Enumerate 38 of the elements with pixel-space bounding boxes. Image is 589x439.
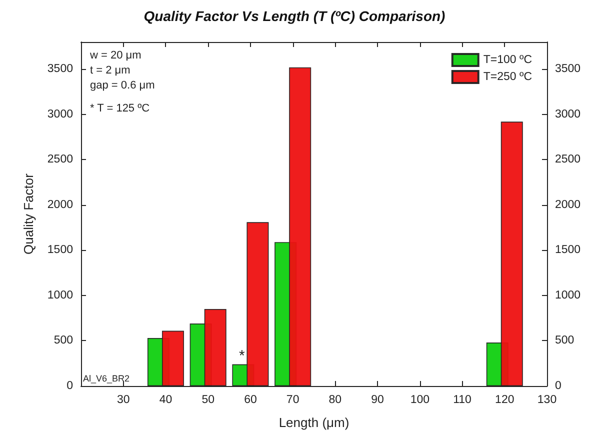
x-tick-label: 70 [286,394,300,406]
legend-label: T=250 ºC [483,71,532,83]
x-tick-label: 30 [116,394,130,406]
y2-tick-label: 3500 [555,63,581,76]
annotation: * [239,347,246,364]
x-tick-label: 100 [410,394,430,406]
x-tick-label: 80 [328,394,342,406]
x-tick-label: 130 [537,394,557,406]
x-tick-label: 110 [453,394,472,406]
y-tick-label: 2000 [47,198,73,211]
annotation: w = 20 μm [89,50,142,62]
legend-label: T=100 ºC [483,54,532,66]
x-tick-label: 120 [495,394,514,406]
y-axis-title: Quality Factor [21,172,36,254]
annotation: gap = 0.6 μm [90,80,155,92]
x-tick-label: 50 [202,394,214,406]
y2-tick-label: 2000 [555,198,581,211]
annotation: Al_V6_BR2 [83,374,130,384]
y2-tick-label: 2500 [555,154,581,166]
y-tick-label: 1000 [47,289,73,302]
y2-tick-label: 1000 [555,289,581,302]
annotation: * T = 125 ºC [90,102,150,114]
y-tick-label: 500 [54,334,73,347]
annotation: t = 2 μm [90,64,130,76]
x-axis-title: Length (μm) [278,415,350,430]
y-tick-label: 3000 [47,108,73,120]
y2-tick-label: 500 [555,334,574,347]
y2-tick-label: 0 [555,380,562,392]
y2-tick-label: 1500 [555,244,581,256]
y-tick-label: 2500 [47,154,73,166]
chart-title: Quality Factor Vs Length (T (ºC) Comparison) [144,8,446,24]
x-tick-label: 40 [159,394,172,406]
x-tick-label: 60 [244,394,257,406]
y2-tick-label: 3000 [555,108,581,120]
y-tick-label: 3500 [47,63,73,76]
y-tick-label: 0 [66,380,73,392]
x-tick-label: 90 [371,394,384,406]
y-tick-label: 1500 [47,244,73,256]
